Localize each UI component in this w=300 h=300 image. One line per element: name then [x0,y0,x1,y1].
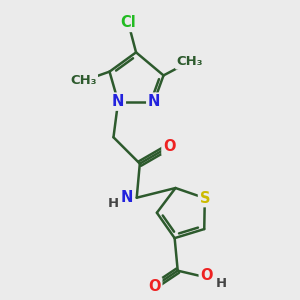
Text: H: H [108,197,119,210]
Text: O: O [148,279,161,294]
Text: S: S [200,190,210,206]
Text: N: N [112,94,124,109]
Text: CH₃: CH₃ [177,55,203,68]
Text: O: O [200,268,213,283]
Text: N: N [121,190,133,205]
Text: O: O [163,139,175,154]
Text: N: N [148,94,160,109]
Text: Cl: Cl [120,15,136,30]
Text: H: H [216,277,227,290]
Text: CH₃: CH₃ [70,74,96,87]
